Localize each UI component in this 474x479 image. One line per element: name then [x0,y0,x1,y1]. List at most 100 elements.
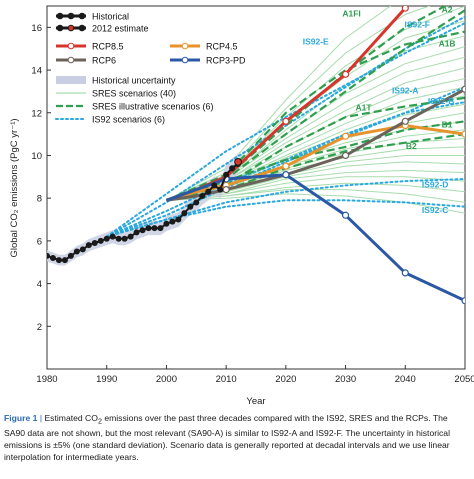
legend-marker-historical-2 [78,12,86,20]
scenario-label-b2: B2 [406,141,417,151]
legend-label-2012-estimate: 2012 estimate [92,24,149,34]
x-tick-label-1980: 1980 [36,374,57,385]
rcp-point-rcp3pd-2040 [401,269,409,277]
historical-point-1997 [145,225,152,232]
legend-marker-rcp4-5-1 [181,42,189,50]
emissions-chart: A1FI A2 IS92-F IS92-E A1B IS92-A IS92-B A1T B1 B2… [9,4,474,407]
legend-item-rcp6: RCP6 [56,56,116,66]
scenario-labels-layer: A1FI A2 IS92-F IS92-E A1B IS92-A IS92-B A1T B1 B2… [303,4,456,215]
legend-swatch-historical-uncertainty [56,76,86,84]
historical-uncertainty-band [47,153,239,266]
y-tick-label-10: 10 [31,151,42,162]
historical-point-2006 [199,193,206,200]
x-tick-label-2020: 2020 [275,374,296,385]
legend-marker-rcp3-pd-1 [181,56,189,64]
historical-point-1999 [157,225,164,232]
is92-line-is92-b [105,101,465,238]
scenario-label-is92-d: IS92-D [422,180,448,190]
x-tick-label-1990: 1990 [96,374,117,385]
historical-point-1982 [55,257,62,264]
historical-point-1988 [91,240,98,247]
legend-item-rcp4-5: RCP4.5 [170,42,238,52]
legend-item-historical: Historical [56,12,129,22]
historical-point-1994 [127,233,134,240]
rcp-point-rcp45-2030 [341,132,350,140]
caption-figure-label: Figure 1 [4,413,38,423]
x-tick-label-2050: 2050 [454,374,474,385]
caption-text-2: emissions over the past three decades co… [4,413,450,462]
legend-label-historical-uncertainty: Historical uncertainty [92,76,176,86]
y-tick-label-8: 8 [37,194,42,205]
legend-label-sres-illustrative-scenarios-6: SRES illustrative scenarios (6) [92,102,214,112]
scenario-label-is92-f: IS92-F [404,19,430,29]
y-tick-label-2: 2 [37,322,42,333]
caption-subscript: 2 [97,417,102,426]
historical-point-1985 [73,248,80,255]
historical-point-1993 [121,235,128,242]
historical-point-2005 [193,199,200,206]
x-tick-label-2000: 2000 [156,374,177,385]
legend-label-rcp8-5: RCP8.5 [92,42,124,52]
y-tick-label-4: 4 [37,279,42,290]
historical-point-2011 [229,165,236,172]
historical-point-1984 [67,252,74,259]
historical-point-2002 [175,216,182,223]
y-axis-label: Global CO₂ emissions (PgC yr⁻¹) [9,118,20,257]
historical-point-1980 [47,252,50,259]
x-tick-label-2010: 2010 [216,374,237,385]
legend-marker-historical-1 [67,12,75,20]
historical-point-1986 [79,246,86,253]
sres-scenario-line-1 [166,6,392,201]
historical-point-1991 [109,233,116,240]
y-tick-label-16: 16 [31,23,42,34]
historical-point-2001 [169,218,176,225]
historical-point-2008 [211,182,218,189]
rcp-point-rcp85-2020 [282,117,290,125]
caption-text-1: Estimated CO [44,413,98,423]
historical-point-1987 [85,242,92,249]
rcp-point-rcp6-2050 [461,85,465,93]
historical-point-1992 [115,235,122,242]
legend-label-is92-scenarios-6: IS92 scenarios (6) [92,115,165,125]
historical-layer [47,157,242,264]
rcp-point-rcp3pd-2020 [282,171,290,179]
historical-point-1996 [139,227,146,234]
rcp-point-rcp45-2050 [461,130,465,138]
legend-label-historical: Historical [92,12,129,22]
x-tick-label-2040: 2040 [395,374,416,385]
estimate-2012-point [234,157,242,166]
y-tick-label-12: 12 [31,108,42,119]
legend-item-rcp3-pd: RCP3-PD [170,56,246,66]
rcp-point-rcp3pd-2050 [461,297,465,305]
scenario-label-is92-b: IS92-B [428,96,454,106]
historical-point-1983 [61,257,68,264]
legend-item-sres-scenarios-40: SRES scenarios (40) [56,89,176,99]
scenario-label-is92-a: IS92-A [392,86,418,96]
legend-label-rcp3-pd: RCP3-PD [206,56,246,66]
scenario-label-is92-c: IS92-C [422,205,448,215]
legend: Historical 2012 estimate RCP8.5 RCP4.5 RCP6 R… [52,9,246,133]
axes-layer: 1980 1990 2000 2010 2020 2030 2040 2050 2 4 6 8 10 12… [31,23,474,385]
legend-item-sres-illustrative-scenarios-6: SRES illustrative scenarios (6) [56,102,214,112]
x-tick-label-2030: 2030 [335,374,356,385]
rcp-point-rcp3pd-2030 [341,211,350,219]
historical-point-2009 [217,186,224,193]
legend-marker-2012-estimate-1 [67,24,75,32]
figure-caption: Figure 1 | Estimated CO2 emissions over … [4,413,470,463]
rcp-point-rcp6-2010 [222,186,230,194]
x-axis-label: Year [246,396,265,407]
legend-marker-rcp8-5-1 [67,42,75,50]
is92-line-is92-c [105,199,465,238]
y-tick-label-14: 14 [31,66,42,77]
y-tick-label-6: 6 [37,236,42,247]
rcp-point-rcp85-2040 [401,6,409,12]
historical-point-1989 [97,237,104,244]
historical-point-2010 [223,171,230,178]
is92-line-is92-e [105,22,465,238]
historical-point-1998 [151,225,158,232]
legend-item-historical-uncertainty: Historical uncertainty [56,76,176,86]
scenario-label-a1t: A1T [355,103,372,113]
is92-line-is92-f [105,15,465,238]
historical-point-1990 [103,235,110,242]
rcp-point-rcp6-2040 [401,117,409,125]
